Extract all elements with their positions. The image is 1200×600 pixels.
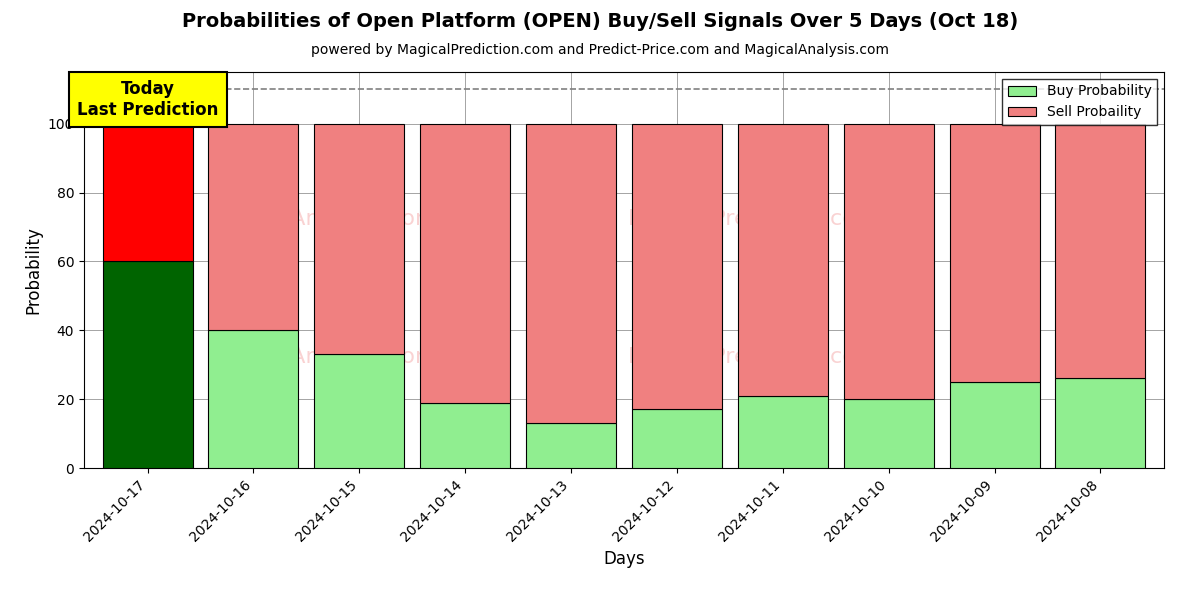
Bar	[314, 355, 404, 468]
Bar	[1056, 379, 1146, 468]
Bar	[844, 399, 934, 468]
X-axis label: Days: Days	[604, 550, 644, 568]
Bar	[844, 124, 934, 399]
Bar	[102, 262, 192, 468]
Bar	[632, 409, 722, 468]
Text: MagicalPrediction.com: MagicalPrediction.com	[629, 209, 878, 229]
Bar	[949, 382, 1039, 468]
Legend: Buy Probability, Sell Probaility: Buy Probability, Sell Probaility	[1002, 79, 1157, 125]
Bar	[209, 124, 299, 330]
Bar	[949, 124, 1039, 382]
Bar	[420, 124, 510, 403]
Text: Probabilities of Open Platform (OPEN) Buy/Sell Signals Over 5 Days (Oct 18): Probabilities of Open Platform (OPEN) Bu…	[182, 12, 1018, 31]
Bar	[1056, 124, 1146, 379]
Bar	[420, 403, 510, 468]
Bar	[209, 330, 299, 468]
Bar	[102, 124, 192, 262]
Text: MagicalAnalysis.com: MagicalAnalysis.com	[205, 347, 438, 367]
Text: Today
Last Prediction: Today Last Prediction	[77, 80, 218, 119]
Text: powered by MagicalPrediction.com and Predict-Price.com and MagicalAnalysis.com: powered by MagicalPrediction.com and Pre…	[311, 43, 889, 57]
Bar	[526, 124, 616, 423]
Bar	[738, 124, 828, 395]
Bar	[632, 124, 722, 409]
Bar	[738, 395, 828, 468]
Y-axis label: Probability: Probability	[24, 226, 42, 314]
Bar	[526, 423, 616, 468]
Text: MagicalPrediction.com: MagicalPrediction.com	[629, 347, 878, 367]
Bar	[314, 124, 404, 355]
Text: MagicalAnalysis.com: MagicalAnalysis.com	[205, 209, 438, 229]
